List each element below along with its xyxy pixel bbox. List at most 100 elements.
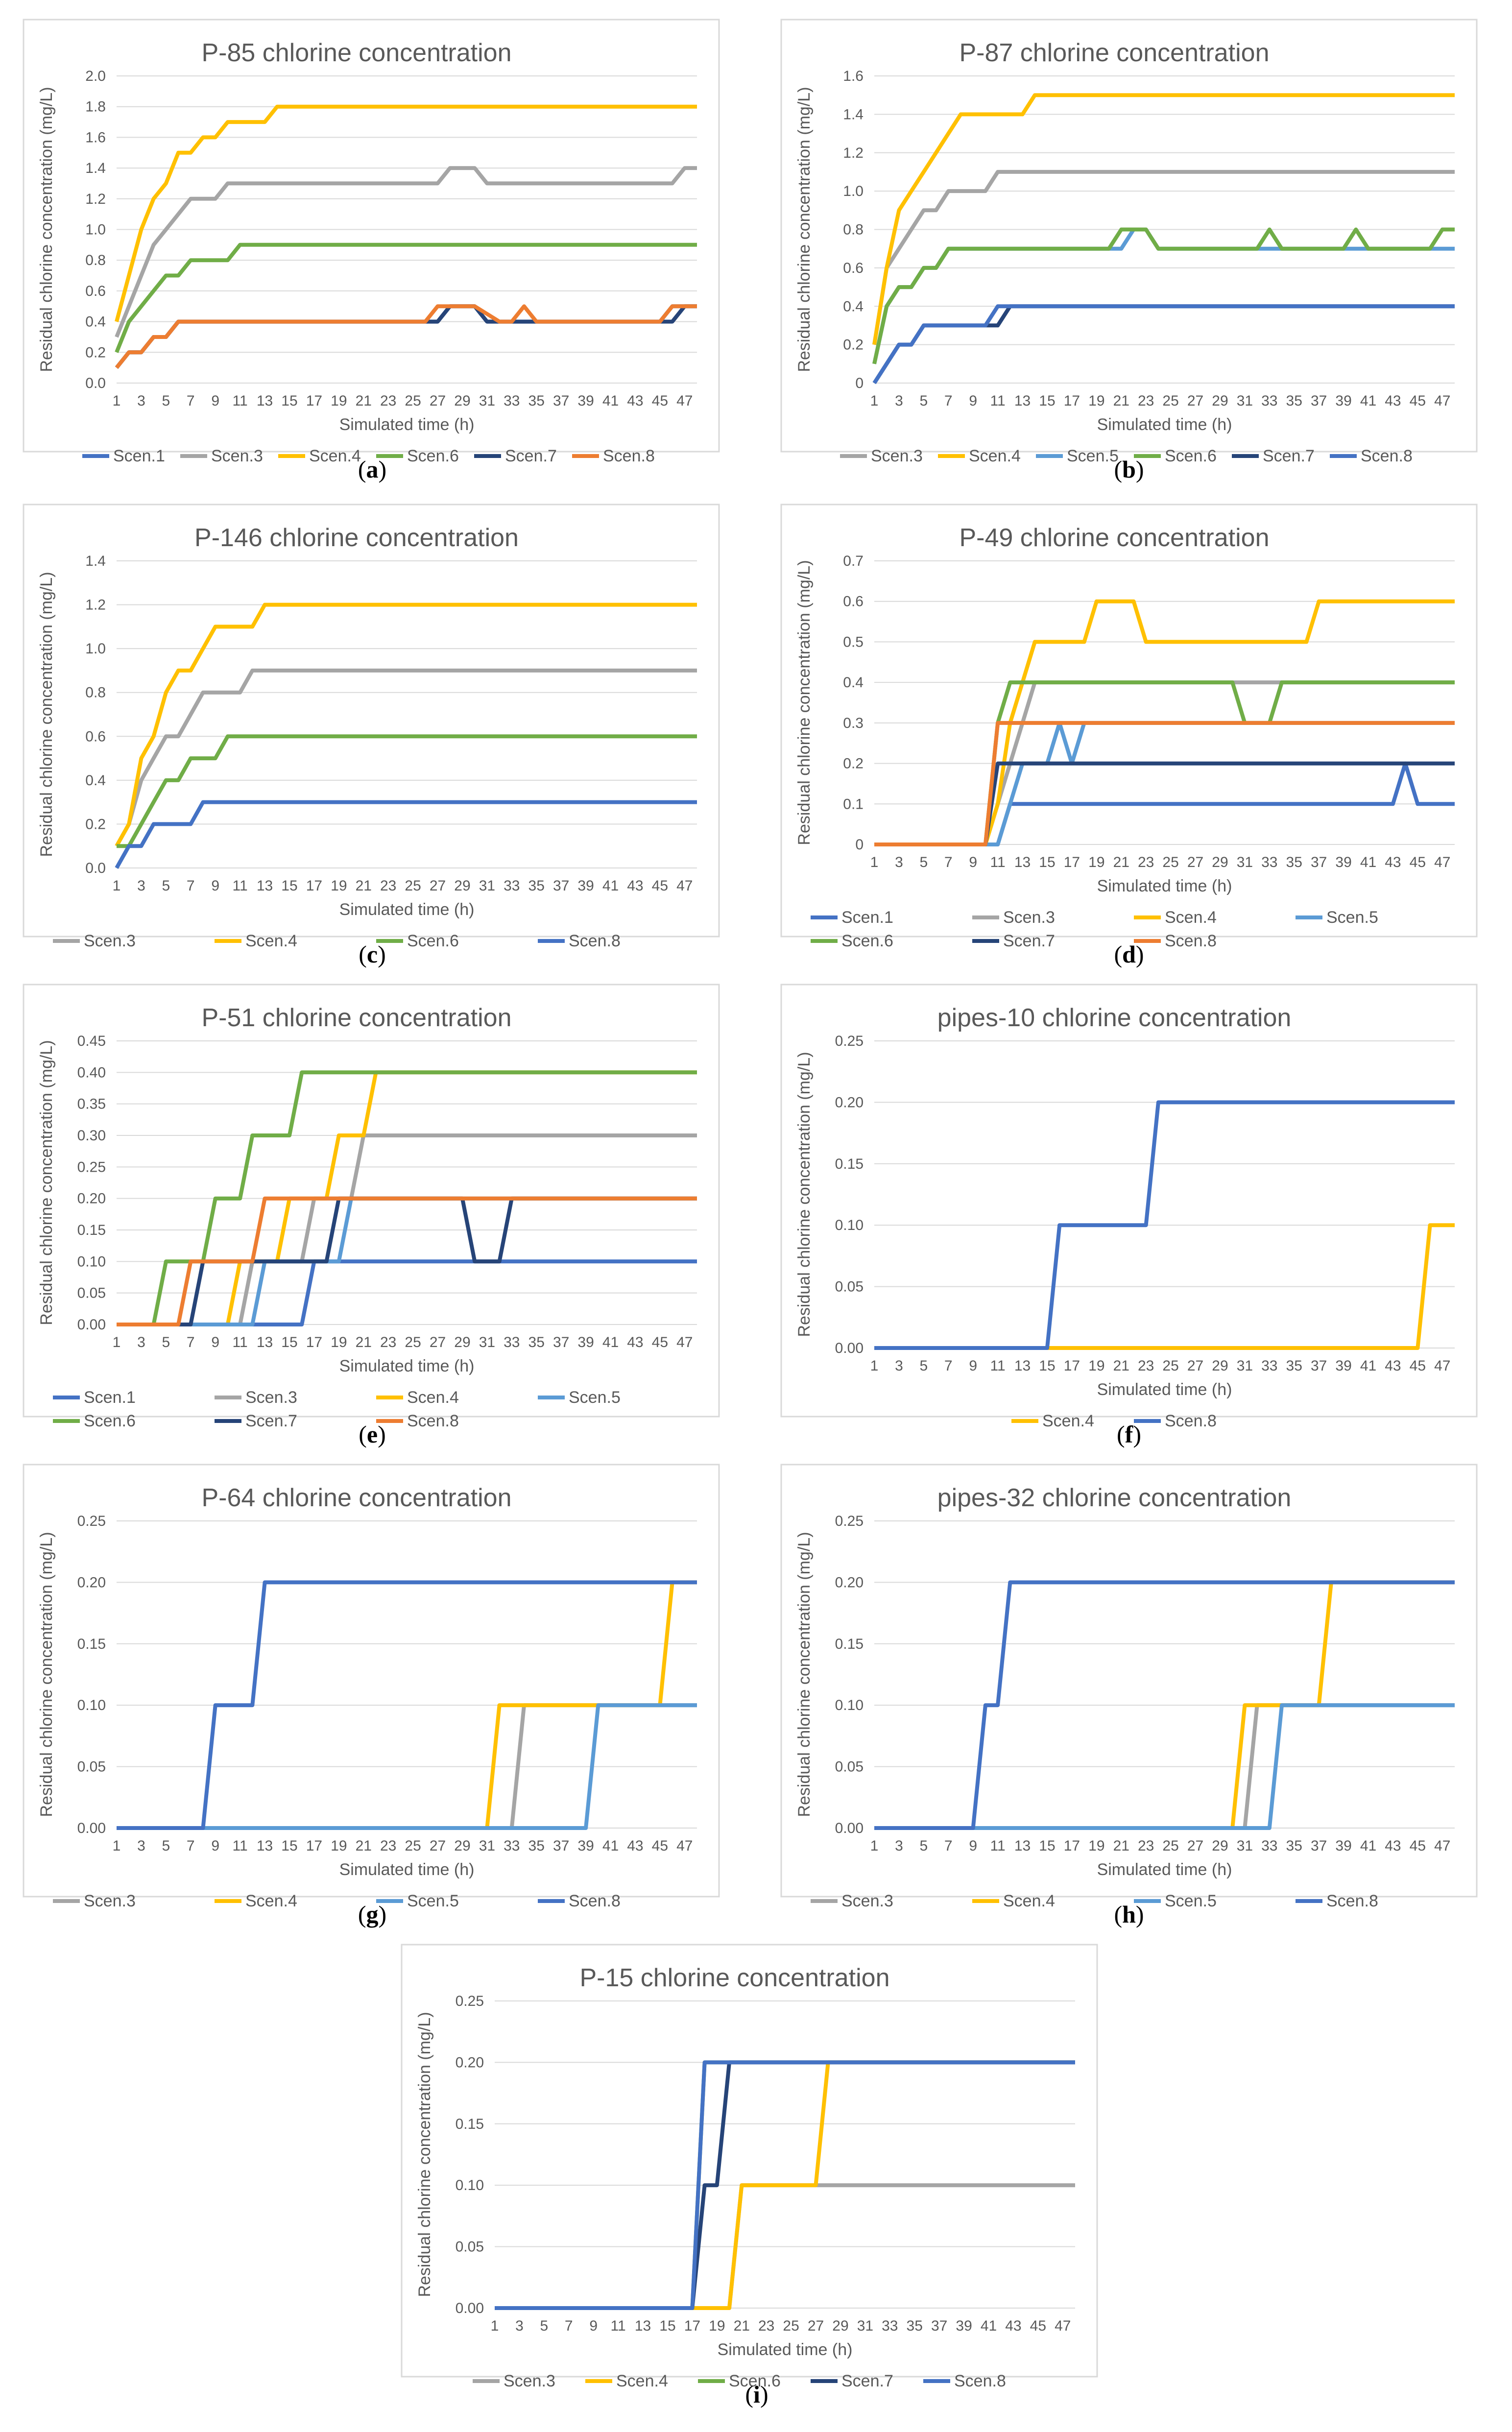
legend-entry: Scen.4 [1003, 1892, 1055, 1910]
chart-panel-a: P-85 chlorine concentration 0.0 0.2 0.4 0.6 0… [23, 19, 720, 465]
x-tick-label: 13 [1014, 854, 1031, 870]
x-tick-label: 31 [857, 2318, 873, 2334]
legend-entry: Scen.4 [616, 2372, 668, 2390]
x-tick-label: 25 [405, 393, 421, 409]
x-axis-label: Simulated time (h) [1097, 877, 1232, 895]
y-tick-label: 0.4 [843, 674, 864, 691]
legend-entry: Scen.4 [245, 932, 297, 950]
x-tick-label: 45 [1410, 393, 1426, 409]
chart-title: P-87 chlorine concentration [959, 39, 1269, 67]
x-tick-label: 15 [281, 878, 297, 894]
x-tick-label: 5 [162, 878, 170, 894]
series-line-scen6 [872, 227, 1455, 364]
series-line-scen5 [117, 1703, 697, 1830]
chart-title: P-49 chlorine concentration [959, 524, 1269, 552]
x-tick-label: 7 [187, 878, 195, 894]
x-tick-label: 33 [1261, 1838, 1277, 1854]
panel-label-d: (d) [1114, 940, 1144, 968]
y-tick-label: 2.0 [85, 68, 106, 84]
x-tick-label: 25 [1162, 854, 1178, 870]
y-axis-label: Residual chlorine concentration (mg/L) [37, 87, 56, 372]
legend-entry: Scen.7 [1003, 932, 1055, 950]
legend-entry: Scen.1 [84, 1388, 136, 1407]
x-tick-label: 13 [257, 1838, 273, 1854]
legend-entry: Scen.8 [954, 2372, 1006, 2390]
x-tick-label: 41 [1360, 393, 1376, 409]
x-tick-label: 15 [281, 1838, 297, 1854]
series-line-scen6 [117, 734, 697, 848]
x-tick-label: 1 [113, 1334, 121, 1350]
x-tick-label: 15 [1039, 854, 1055, 870]
x-tick-label: 41 [1360, 1838, 1376, 1854]
x-tick-label: 3 [137, 393, 145, 409]
x-tick-label: 27 [1187, 854, 1203, 870]
x-tick-label: 39 [577, 393, 594, 409]
x-tick-label: 15 [1039, 1358, 1055, 1374]
x-tick-label: 11 [990, 854, 1006, 870]
x-tick-label: 15 [281, 393, 297, 409]
chart-panel-f: pipes-10 chlorine concentration 0.00 0.05 0… [780, 984, 1478, 1430]
x-tick-label: 39 [577, 1334, 594, 1350]
legend-entry: Scen.8 [1165, 932, 1217, 950]
legend-entry: Scen.3 [1003, 908, 1055, 927]
x-tick-label: 21 [734, 2318, 750, 2334]
x-tick-label: 21 [1113, 1358, 1129, 1374]
series-line-scen8 [117, 1580, 697, 1830]
chart-panel-d: P-49 chlorine concentration 0 0.1 0.2 0.3 0.4… [780, 504, 1478, 950]
x-tick-label: 43 [1385, 1838, 1401, 1854]
x-tick-label: 25 [783, 2318, 799, 2334]
legend-entry: Scen.8 [569, 932, 621, 950]
y-tick-label: 0.10 [835, 1697, 864, 1713]
x-tick-label: 1 [113, 393, 121, 409]
legend-entry: Scen.4 [969, 447, 1021, 465]
panel-label-h: (h) [1114, 1901, 1144, 1928]
x-tick-label: 33 [504, 1334, 520, 1350]
y-axis-label: Residual chlorine concentration (mg/L) [415, 2012, 434, 2297]
y-tick-label: 1.0 [85, 641, 106, 657]
x-tick-label: 41 [1360, 1358, 1376, 1374]
x-tick-label: 45 [1410, 1358, 1426, 1374]
x-tick-label: 41 [602, 878, 619, 894]
x-tick-label: 3 [895, 1358, 903, 1374]
x-tick-label: 1 [870, 1358, 879, 1374]
x-tick-label: 35 [1286, 854, 1302, 870]
x-tick-label: 43 [1385, 393, 1401, 409]
x-tick-label: 27 [430, 878, 446, 894]
legend-entry: Scen.6 [841, 932, 893, 950]
y-tick-label: 1.4 [85, 160, 106, 176]
x-tick-label: 23 [758, 2318, 774, 2334]
x-tick-label: 31 [1237, 1838, 1253, 1854]
panel-label-e: (e) [359, 1421, 386, 1448]
x-tick-label: 11 [990, 1358, 1006, 1374]
x-tick-label: 41 [602, 1334, 619, 1350]
y-tick-label: 0.8 [85, 252, 106, 268]
y-axis-label: Residual chlorine concentration (mg/L) [795, 1052, 814, 1337]
x-tick-label: 13 [635, 2318, 651, 2334]
y-tick-label: 0.20 [456, 2054, 484, 2071]
x-tick-label: 35 [528, 1838, 545, 1854]
x-tick-label: 19 [331, 1838, 347, 1854]
chart-panel-e: P-51 chlorine concentration 0.00 0.05 0.10 0… [23, 984, 720, 1430]
y-axis-label: Residual chlorine concentration (mg/L) [37, 572, 56, 857]
x-tick-label: 39 [577, 1838, 594, 1854]
x-tick-label: 9 [211, 1838, 219, 1854]
x-tick-label: 47 [1434, 854, 1450, 870]
chart-title: pipes-10 chlorine concentration [937, 1004, 1292, 1032]
x-tick-label: 23 [380, 393, 396, 409]
x-tick-label: 13 [257, 1334, 273, 1350]
x-tick-label: 39 [1335, 1838, 1351, 1854]
x-tick-label: 5 [920, 1358, 928, 1374]
x-tick-label: 7 [944, 1358, 953, 1374]
y-tick-label: 1.6 [85, 129, 106, 145]
panel-frame [401, 1944, 1098, 2378]
y-axis-label: Residual chlorine concentration (mg/L) [795, 87, 814, 372]
x-tick-label: 29 [454, 393, 470, 409]
series-line-scen8 [115, 304, 697, 369]
x-tick-label: 11 [233, 878, 248, 894]
series-line-scen4 [872, 93, 1455, 345]
x-tick-label: 23 [1138, 1838, 1154, 1854]
chart-panel-g: P-64 chlorine concentration 0.00 0.05 0.10 0… [23, 1464, 720, 1910]
x-tick-label: 29 [1212, 1358, 1228, 1374]
legend-entry: Scen.6 [729, 2372, 781, 2390]
